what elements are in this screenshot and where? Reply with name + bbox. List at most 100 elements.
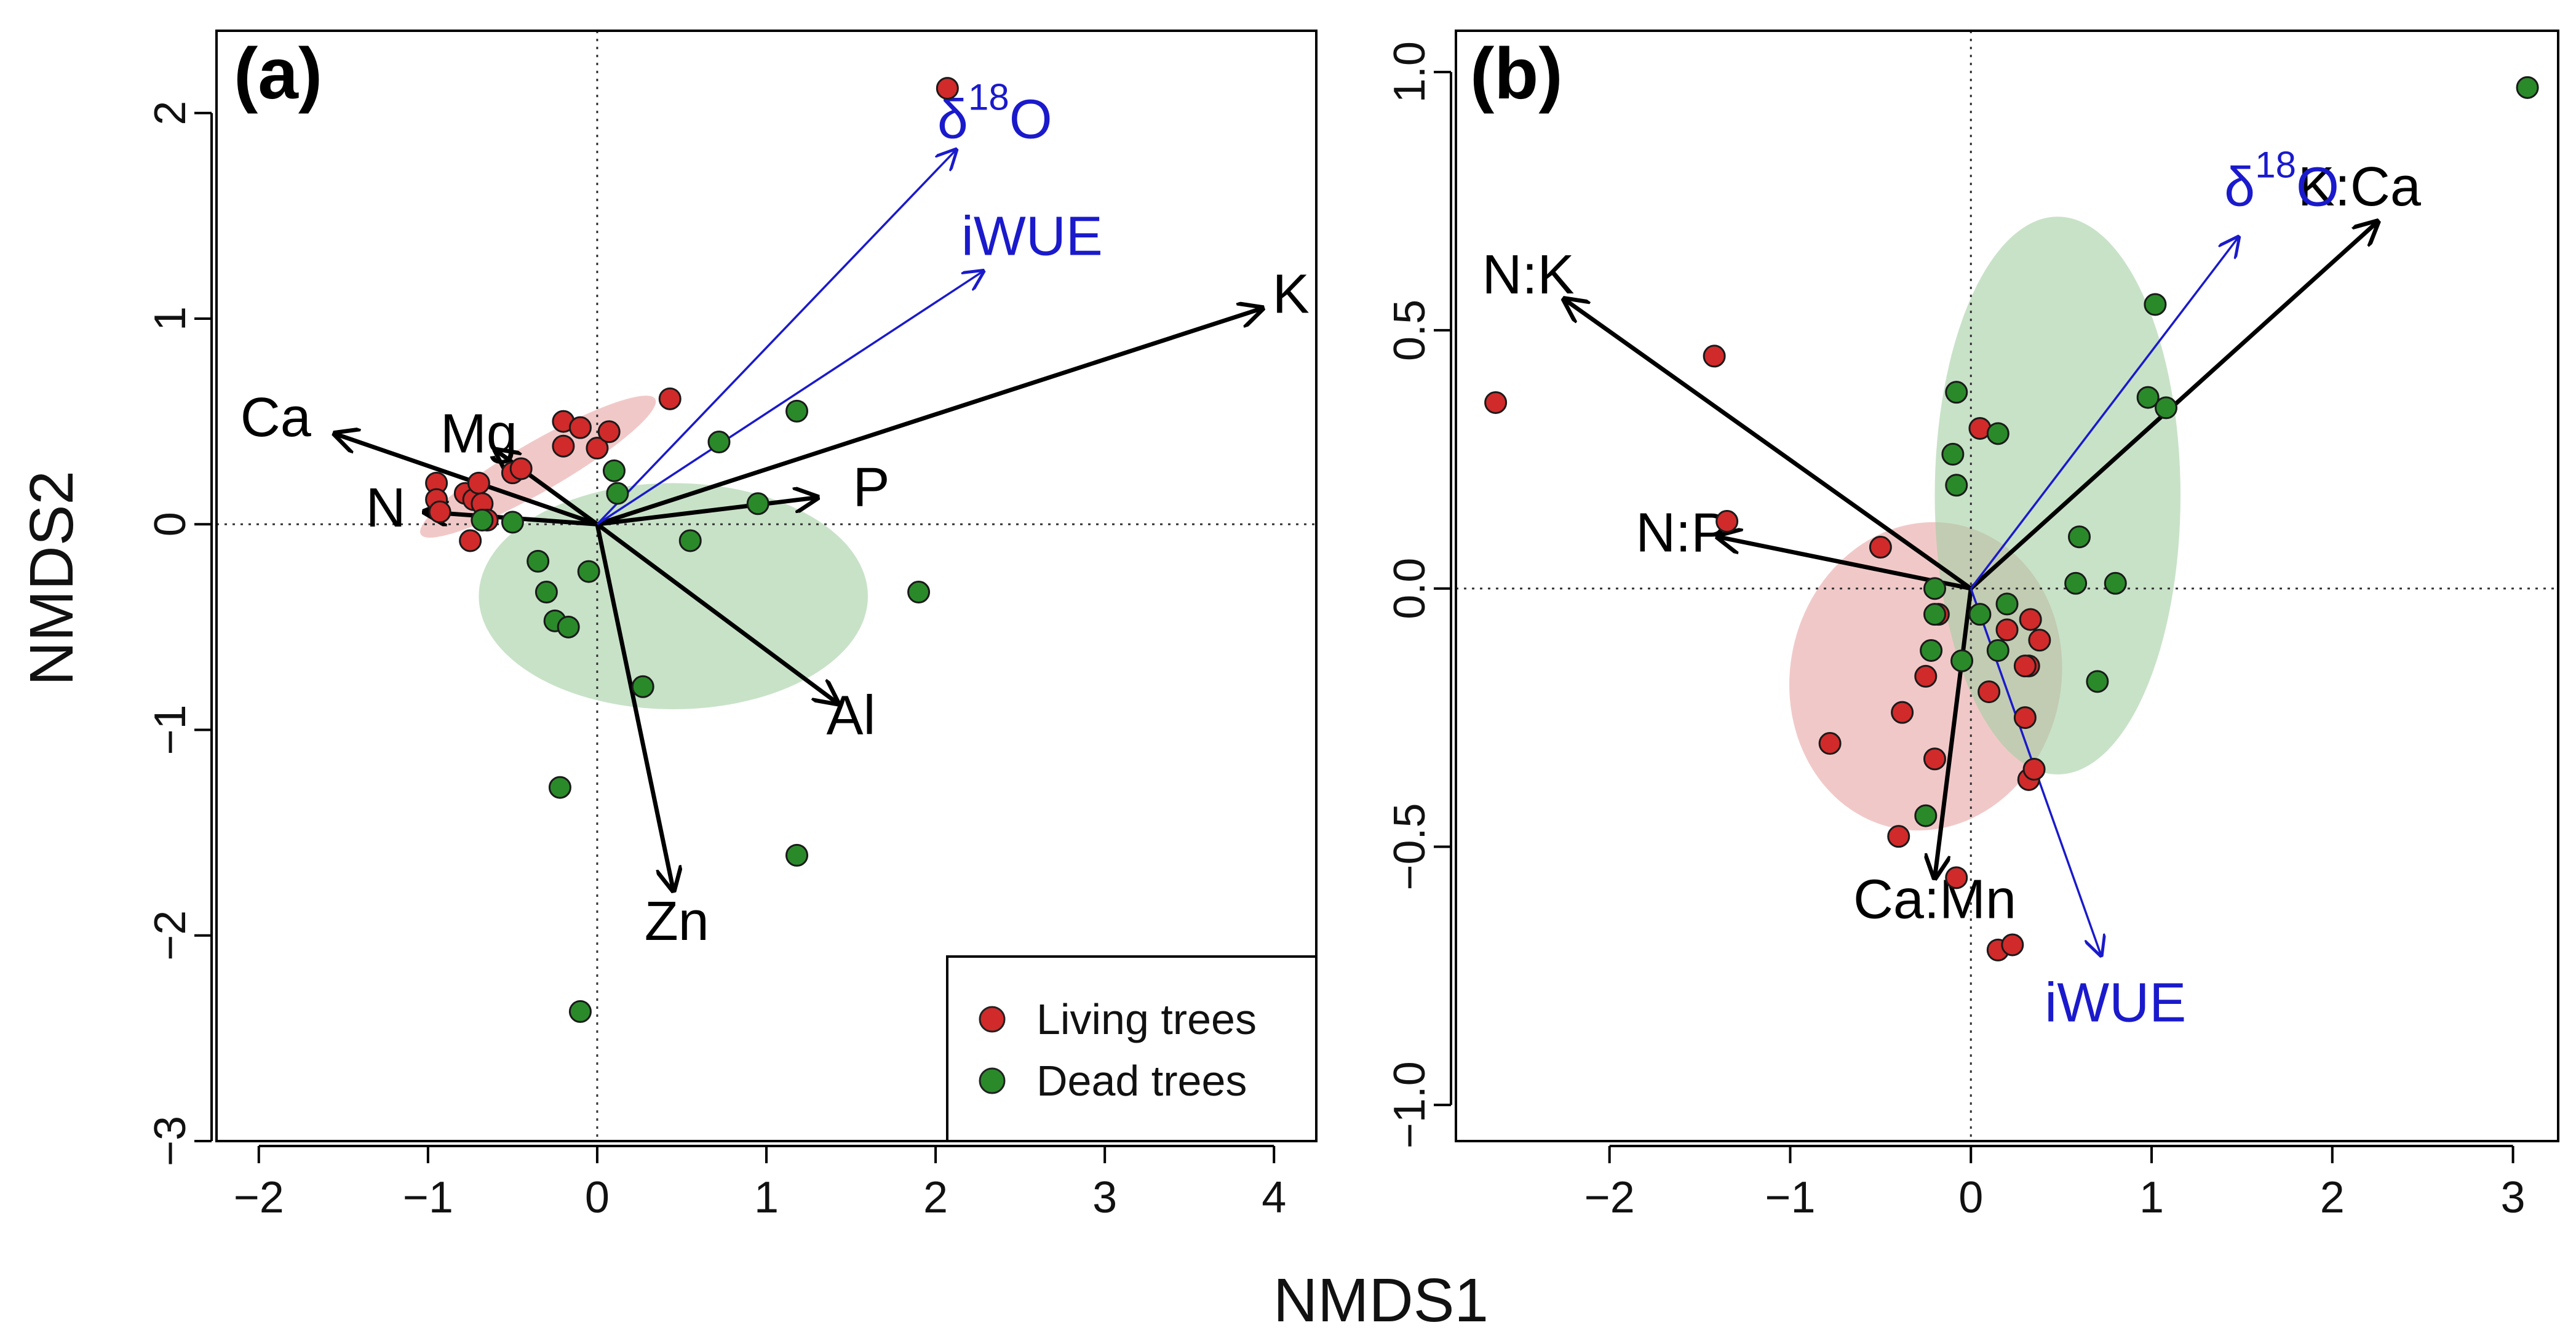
plot-frame [1455, 30, 2559, 1142]
living-tree-point [1887, 825, 1910, 848]
living-tree-point [2022, 758, 2046, 781]
living-tree-point [568, 416, 592, 439]
dead-tree-point [1986, 422, 2010, 445]
dead-tree-point [2516, 76, 2539, 99]
dead-tree-point [1945, 474, 1968, 497]
living-tree-point [2019, 608, 2042, 631]
living-tree-point [467, 471, 490, 495]
dead-tree-point [2155, 396, 2178, 420]
living-tree-point [428, 500, 451, 523]
reference-lines [1456, 31, 2558, 1141]
vector-label: N [366, 477, 406, 539]
dead-tree-point [501, 511, 524, 534]
living-tree-point [1923, 747, 1946, 771]
x-tick-label: 0 [1958, 1173, 1983, 1222]
living-tree-point [1945, 866, 1968, 889]
dead-tree-point [1945, 381, 1968, 404]
living-tree-point [1818, 732, 1842, 755]
x-tick-label: −1 [403, 1173, 453, 1222]
legend-living-marker [979, 1006, 1006, 1033]
dead-tree-point [568, 1000, 592, 1023]
vector-label: P [853, 457, 890, 519]
legend-living-label: Living trees [1036, 995, 1257, 1043]
dead-tree-point [785, 399, 809, 423]
y-tick-label: −0.5 [1385, 803, 1434, 890]
panel-a: Ca Mg N P K Al Zn iWUE δ18O −2 −1 0 1 2 3 4 −3 −2 −1 0 1 2 (… [146, 30, 1318, 1222]
dead-tree-point [631, 675, 654, 698]
panel-label: (a) [234, 33, 322, 114]
y-tick-label: −2 [146, 910, 195, 961]
dead-tree-point [707, 431, 731, 454]
axes: −2 −1 0 1 2 3 4 −3 −2 −1 0 1 2 [146, 101, 1286, 1222]
y-tick-label: 2 [146, 101, 195, 125]
living-tree-point [1914, 664, 1938, 688]
vector-label: δ18O [2224, 144, 2339, 218]
vector-label: Mg [440, 404, 517, 465]
plot-frame [215, 30, 1318, 1142]
living-tree-point [658, 387, 682, 410]
dead-tree-point [602, 459, 626, 482]
dead-tree-point [2068, 525, 2091, 549]
legend: Living trees Dead trees [946, 955, 1318, 1142]
dead-tree-point [1920, 639, 1943, 662]
vector-label: δ18O [937, 76, 1052, 150]
living-tree-point [586, 437, 609, 460]
y-tick-label: 1 [146, 306, 195, 331]
vector-label: K [1273, 263, 1310, 325]
dead-tree-point [1986, 639, 2010, 662]
vector-label: Ca [241, 387, 312, 448]
dead-tree-point [527, 549, 550, 573]
dead-tree-point [577, 560, 600, 583]
dead-tree-point [785, 843, 809, 867]
living-tree-point [509, 457, 533, 480]
x-tick-label: 4 [1262, 1173, 1286, 1222]
living-tree-point [1978, 680, 2001, 704]
vector-arrow [595, 523, 674, 890]
x-tick-label: 0 [585, 1173, 610, 1222]
vector-label: Al [827, 685, 876, 747]
reference-lines [217, 31, 1316, 1141]
point-layer [1484, 76, 2539, 961]
vector-label: N:P [1636, 503, 1728, 564]
vector-arrow [596, 271, 983, 525]
x-tick-label: 3 [2501, 1173, 2526, 1222]
vector-arrow [596, 150, 956, 525]
x-tick-label: 2 [923, 1173, 948, 1222]
dead-tree-point [746, 492, 769, 515]
living-tree-point [936, 77, 959, 100]
y-tick-label: −1 [146, 704, 195, 755]
dead-tree-point [1950, 649, 1974, 672]
vector-label: Zn [645, 891, 709, 952]
dead-tree-point [2064, 571, 2088, 595]
x-tick-label: 1 [754, 1173, 779, 1222]
legend-dead-label: Dead trees [1036, 1057, 1247, 1105]
x-tick-label: −1 [1765, 1173, 1815, 1222]
dead-tree-point [1923, 603, 1946, 626]
point-layer [425, 77, 959, 1023]
living-tree-point [2013, 655, 2037, 678]
living-tree-point [597, 420, 621, 444]
panel-label: (b) [1470, 33, 1563, 114]
y-tick-label: 0 [146, 512, 195, 536]
dead-tree-point [2104, 571, 2127, 595]
panel-b: N:K N:P K:Ca Ca:Mn δ18O iWUE −2 −1 0 1 2 3 −1.0 −0.5… [1385, 30, 2559, 1222]
living-tree-point [1484, 391, 1508, 414]
dead-tree-point [907, 581, 931, 604]
dead-tree-point [1914, 804, 1938, 827]
vector-label: K:Ca [2298, 156, 2422, 218]
living-tree-point [1715, 510, 1739, 533]
living-tree-point [1869, 536, 1892, 559]
y-tick-label: 0.0 [1385, 558, 1434, 619]
x-tick-label: −2 [234, 1173, 284, 1222]
x-axis-title: NMDS1 [1273, 1266, 1489, 1335]
dead-tree-point [535, 581, 558, 604]
living-tree-point [459, 529, 482, 552]
y-tick-label: 0.5 [1385, 300, 1434, 361]
vector-arrow [1934, 588, 1973, 878]
vector-arrow [596, 308, 1262, 527]
dead-tree-point [2086, 670, 2109, 693]
living-tree-point [2028, 629, 2051, 652]
vector-label: N:K [1482, 244, 1574, 306]
vector-label: Ca:Mn [1853, 869, 2016, 931]
